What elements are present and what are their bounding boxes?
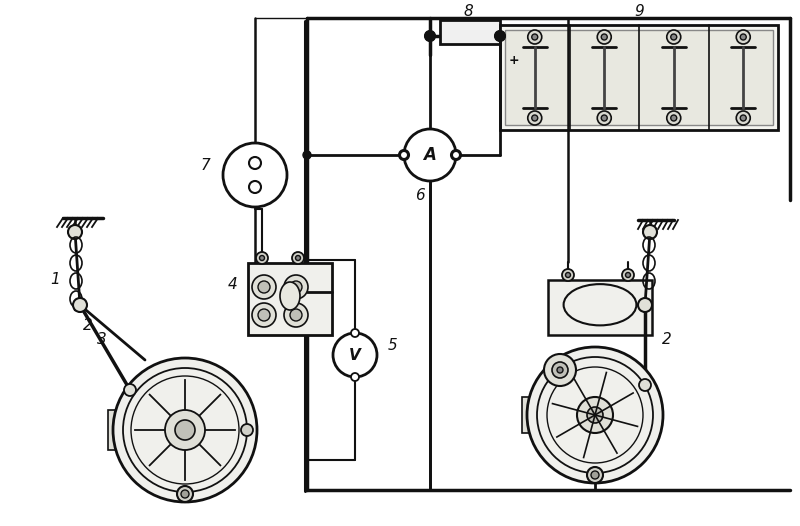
Circle shape	[425, 31, 435, 41]
Circle shape	[740, 34, 746, 40]
Circle shape	[598, 111, 611, 125]
Text: 2: 2	[83, 318, 93, 332]
Bar	[522, 397, 537, 433]
Text: 3: 3	[97, 332, 107, 348]
Circle shape	[740, 115, 746, 121]
Circle shape	[290, 281, 302, 293]
Circle shape	[643, 225, 657, 239]
Circle shape	[351, 373, 359, 381]
Circle shape	[532, 34, 538, 40]
Bar	[505, 30, 773, 125]
Circle shape	[284, 275, 308, 299]
Circle shape	[566, 272, 570, 278]
Circle shape	[638, 298, 652, 312]
Circle shape	[591, 471, 599, 479]
Circle shape	[249, 181, 261, 193]
Circle shape	[666, 111, 681, 125]
Circle shape	[451, 150, 461, 160]
Text: 9: 9	[634, 5, 644, 19]
Text: V: V	[349, 348, 361, 362]
Text: 8: 8	[463, 5, 473, 19]
Circle shape	[532, 115, 538, 121]
Circle shape	[626, 272, 630, 278]
Circle shape	[598, 30, 611, 44]
Ellipse shape	[280, 282, 300, 310]
Circle shape	[290, 309, 302, 321]
Circle shape	[177, 486, 193, 502]
Circle shape	[223, 143, 287, 207]
Circle shape	[736, 30, 750, 44]
Circle shape	[452, 151, 460, 159]
Circle shape	[351, 329, 359, 337]
Text: 7: 7	[200, 157, 210, 173]
Circle shape	[602, 115, 607, 121]
Circle shape	[303, 151, 311, 159]
Text: 4: 4	[228, 277, 238, 292]
Text: A: A	[423, 146, 437, 164]
Circle shape	[113, 358, 257, 502]
Circle shape	[528, 111, 542, 125]
Circle shape	[639, 379, 651, 391]
Text: 2: 2	[662, 332, 672, 348]
Bar	[548, 280, 652, 335]
Circle shape	[528, 30, 542, 44]
Circle shape	[622, 269, 634, 281]
Circle shape	[241, 424, 253, 436]
Circle shape	[175, 420, 195, 440]
Circle shape	[736, 111, 750, 125]
Circle shape	[165, 410, 205, 450]
Circle shape	[495, 31, 505, 41]
Circle shape	[292, 252, 304, 264]
Text: +: +	[509, 54, 519, 66]
Circle shape	[602, 34, 607, 40]
Text: 6: 6	[415, 187, 425, 203]
Circle shape	[670, 34, 677, 40]
Circle shape	[552, 362, 568, 378]
Text: 5: 5	[388, 338, 398, 352]
Bar	[440, 20, 500, 44]
Circle shape	[666, 30, 681, 44]
Circle shape	[562, 269, 574, 281]
Circle shape	[544, 354, 576, 386]
Circle shape	[425, 31, 435, 41]
Bar	[500, 25, 778, 130]
Circle shape	[256, 252, 268, 264]
Circle shape	[670, 115, 677, 121]
Circle shape	[577, 397, 613, 433]
Circle shape	[404, 129, 456, 181]
Circle shape	[284, 303, 308, 327]
Circle shape	[557, 367, 563, 373]
Circle shape	[400, 151, 408, 159]
Circle shape	[68, 225, 82, 239]
Circle shape	[252, 303, 276, 327]
Circle shape	[73, 298, 87, 312]
Circle shape	[124, 384, 136, 396]
Circle shape	[587, 407, 603, 423]
Circle shape	[399, 150, 409, 160]
Circle shape	[181, 490, 189, 498]
Circle shape	[252, 275, 276, 299]
Circle shape	[587, 467, 603, 483]
Text: 1: 1	[50, 272, 60, 288]
Circle shape	[249, 157, 261, 169]
Circle shape	[295, 256, 301, 260]
Circle shape	[258, 281, 270, 293]
Circle shape	[259, 256, 265, 260]
Circle shape	[495, 31, 505, 41]
Bar	[250, 165, 260, 185]
Circle shape	[527, 347, 663, 483]
Bar	[248, 263, 332, 335]
Circle shape	[333, 333, 377, 377]
Bar	[108, 410, 123, 450]
Circle shape	[258, 309, 270, 321]
